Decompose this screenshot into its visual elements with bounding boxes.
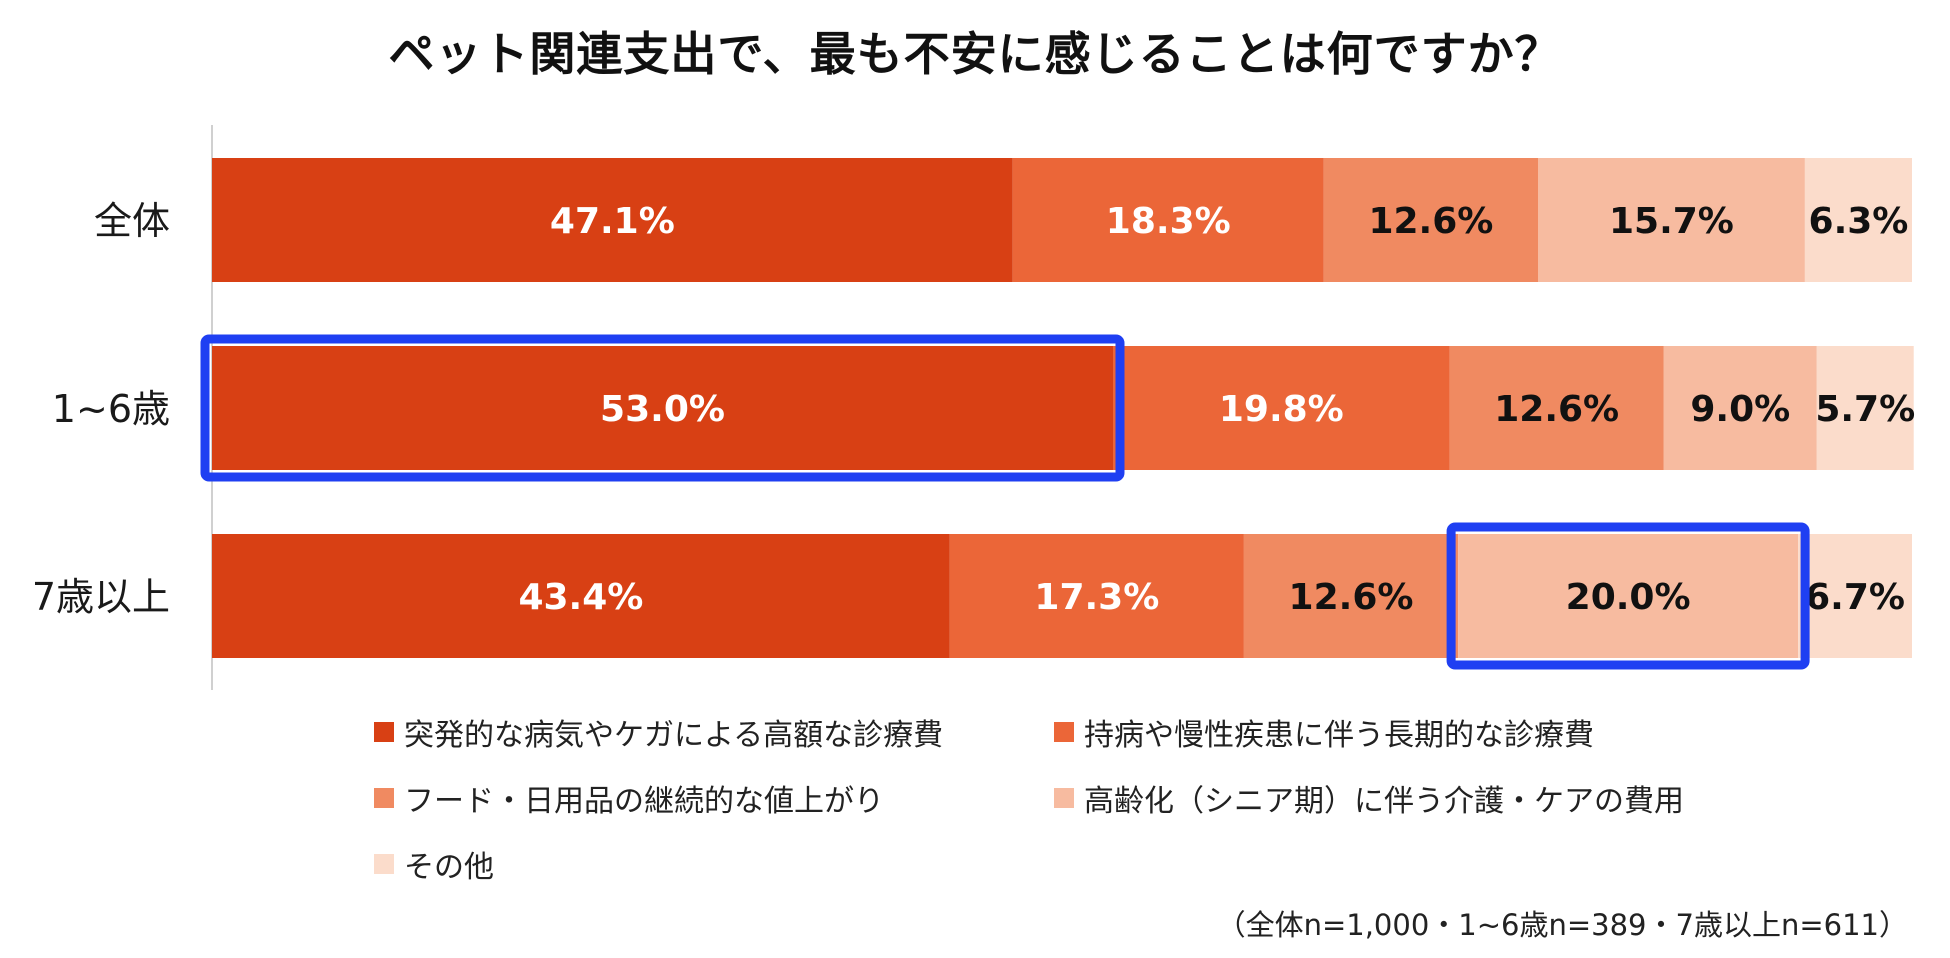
bar-segment: [949, 534, 1244, 658]
data-label: 53.0%: [600, 389, 725, 430]
data-label: 47.1%: [550, 201, 675, 242]
category-label: 全体: [94, 199, 170, 243]
data-label: 17.3%: [1034, 577, 1159, 618]
data-label: 19.8%: [1219, 389, 1344, 430]
bar-segment: [1323, 158, 1538, 282]
legend-item: 高齢化（シニア期）に伴う介護・ケアの費用: [1054, 776, 1684, 820]
category-label: 7歳以上: [32, 575, 170, 619]
bar-segment: [212, 346, 1113, 470]
bar-segment: [1243, 534, 1459, 658]
stacked-bar-chart: 全体 47.1% 18.3% 12.6% 15.7% 6.3% 1~6歳 53.0% 19.8%…: [32, 125, 1915, 690]
bar-segment: [1113, 346, 1450, 470]
data-label: 9.0%: [1690, 389, 1790, 430]
legend-label: 突発的な病気やケガによる高額な診療費: [404, 718, 944, 753]
legend-item: その他: [374, 842, 494, 886]
bar-segment: [212, 158, 1013, 282]
legend-item: 持病や慢性疾患に伴う長期的な診療費: [1054, 710, 1594, 754]
legend-item: フード・日用品の継続的な値上がり: [374, 776, 884, 820]
data-label: 12.6%: [1289, 577, 1414, 618]
bar-segment: [1816, 346, 1914, 470]
legend-swatch: [374, 788, 394, 808]
bar-segment: [1538, 158, 1805, 282]
legend-item: 突発的な病気やケガによる高額な診療費: [374, 710, 943, 754]
bar-segment: [1663, 346, 1817, 470]
data-label: 6.3%: [1809, 201, 1909, 242]
data-label: 12.6%: [1494, 389, 1619, 430]
category-label: 1~6歳: [52, 387, 170, 431]
bar-segment: [1458, 534, 1799, 658]
legend-label: フード・日用品の継続的な値上がり: [404, 784, 884, 819]
legend-swatch: [374, 722, 394, 742]
legend-swatch: [374, 854, 394, 874]
highlight-box: [1446, 522, 1810, 670]
legend-label: その他: [404, 850, 494, 885]
bar-segment: [1012, 158, 1324, 282]
bar-segment: [1804, 158, 1912, 282]
legend-label: 高齢化（シニア期）に伴う介護・ケアの費用: [1084, 784, 1684, 819]
bar-segment: [1449, 346, 1664, 470]
data-label: 18.3%: [1106, 201, 1231, 242]
data-label: 5.7%: [1815, 389, 1915, 430]
sample-size-note: （全体n=1,000・1~6歳n=389・7歳以上n=611）: [1216, 908, 1908, 942]
data-label: 15.7%: [1609, 201, 1734, 242]
legend-swatch: [1054, 788, 1074, 808]
data-label: 12.6%: [1368, 201, 1493, 242]
data-label: 6.7%: [1805, 577, 1905, 618]
bar-segment: [1798, 534, 1912, 658]
data-label: 20.0%: [1566, 577, 1691, 618]
legend-label: 持病や慢性疾患に伴う長期的な診療費: [1084, 718, 1594, 753]
highlight-box: [200, 334, 1125, 482]
chart-title: ペット関連支出で、最も不安に感じることは何ですか？: [388, 27, 1562, 81]
bar-segment: [212, 534, 950, 658]
legend-swatch: [1054, 722, 1074, 742]
data-label: 43.4%: [518, 577, 643, 618]
